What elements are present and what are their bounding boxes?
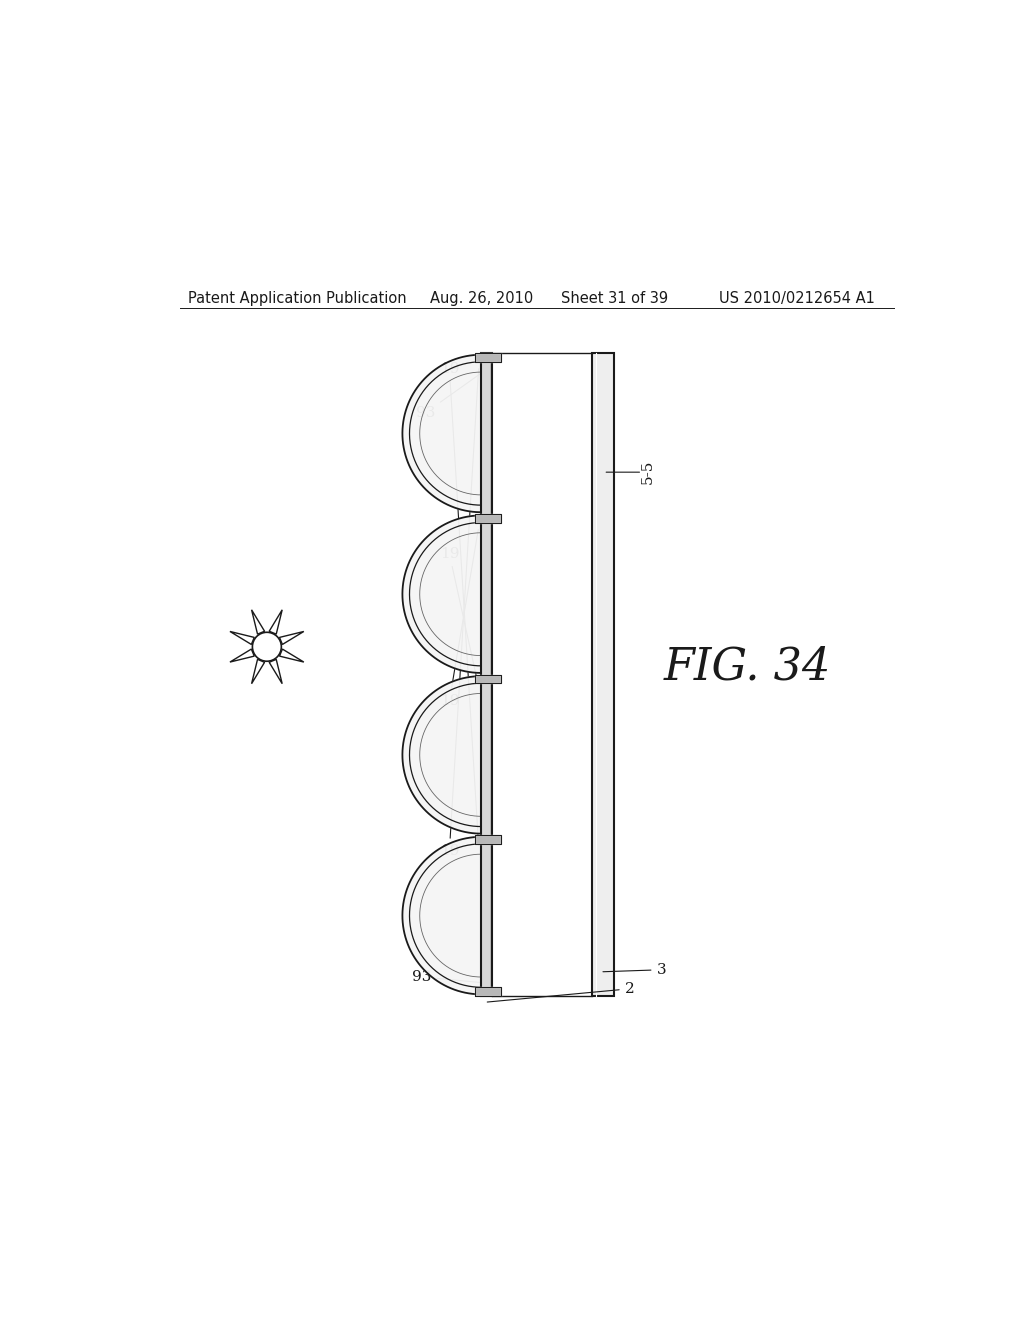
Polygon shape — [269, 610, 283, 634]
Polygon shape — [402, 515, 481, 673]
Polygon shape — [475, 987, 501, 997]
Text: FIG. 34: FIG. 34 — [664, 645, 830, 688]
Polygon shape — [475, 513, 501, 523]
Text: Patent Application Publication: Patent Application Publication — [187, 290, 407, 306]
Polygon shape — [280, 649, 304, 663]
Text: 19: 19 — [439, 362, 478, 845]
Text: Aug. 26, 2010: Aug. 26, 2010 — [430, 290, 532, 306]
Text: 5-5: 5-5 — [641, 459, 654, 484]
Text: 2: 2 — [487, 982, 635, 1002]
Polygon shape — [402, 355, 481, 512]
Polygon shape — [475, 354, 501, 362]
Text: 93: 93 — [416, 371, 484, 420]
Text: 19: 19 — [439, 529, 478, 708]
Polygon shape — [230, 649, 254, 663]
Polygon shape — [475, 836, 501, 843]
Text: 93: 93 — [412, 970, 484, 983]
Text: US 2010/0212654 A1: US 2010/0212654 A1 — [719, 290, 876, 306]
Text: 3: 3 — [603, 962, 666, 977]
Bar — [592, 354, 614, 997]
Polygon shape — [230, 631, 254, 644]
Polygon shape — [402, 837, 481, 994]
Polygon shape — [475, 675, 501, 684]
Polygon shape — [252, 660, 264, 684]
Polygon shape — [252, 610, 264, 634]
Bar — [481, 354, 493, 997]
Text: Sheet 31 of 39: Sheet 31 of 39 — [560, 290, 668, 306]
Polygon shape — [402, 676, 481, 834]
Polygon shape — [280, 631, 304, 644]
Text: 19: 19 — [439, 546, 478, 685]
Text: 19: 19 — [439, 368, 478, 858]
Polygon shape — [269, 660, 283, 684]
